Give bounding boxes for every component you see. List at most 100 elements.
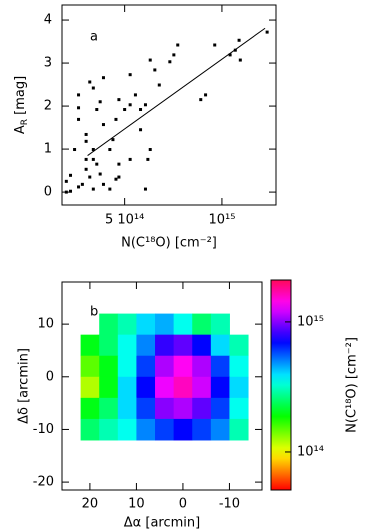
fit-line: [87, 27, 266, 156]
y-tick-label: -20: [33, 475, 54, 490]
heatmap-cell: [173, 355, 193, 378]
data-point: [77, 106, 81, 110]
x-tick-label: 0: [179, 497, 187, 512]
y-tick-label: -10: [33, 422, 54, 437]
data-point: [95, 162, 99, 166]
heatmap-cell: [192, 334, 212, 357]
colorbar: [270, 279, 292, 491]
data-point: [139, 108, 143, 112]
y-tick-label: 2: [44, 99, 52, 114]
panel-label: a: [90, 30, 98, 45]
heatmap-cell: [136, 355, 156, 378]
data-point: [84, 132, 88, 136]
heatmap-cell: [229, 355, 249, 378]
y-tick-label: 0: [44, 185, 52, 200]
heatmap-cell: [155, 334, 175, 357]
x-axis-title: N(C¹⁸O) [cm⁻²]: [121, 236, 217, 251]
heatmap-cell: [173, 376, 193, 399]
data-point: [148, 58, 152, 62]
data-point: [265, 30, 269, 34]
x-axis-title: Δα [arcmin]: [124, 516, 200, 531]
data-point: [199, 98, 203, 102]
heatmap-cell: [136, 313, 156, 336]
heatmap-cell: [210, 334, 230, 357]
data-point: [91, 86, 95, 90]
data-point: [117, 98, 121, 102]
heatmap-cell: [80, 397, 100, 420]
data-point: [101, 76, 105, 80]
data-point: [139, 128, 143, 132]
heatmap-cell: [99, 418, 119, 441]
data-point: [77, 93, 81, 97]
heatmap-cell: [155, 397, 175, 420]
heatmap-cell: [117, 313, 137, 336]
heatmap-cell: [210, 313, 230, 336]
data-point: [128, 103, 132, 107]
data-point: [84, 139, 88, 143]
heatmap-cell: [173, 313, 193, 336]
data-point: [91, 187, 95, 191]
y-axis-title: Δδ [arcmin]: [17, 348, 32, 424]
heatmap-cell: [229, 376, 249, 399]
heatmap-cell: [80, 355, 100, 378]
plot-frame: [61, 281, 263, 491]
data-point: [238, 58, 242, 62]
heatmap-cell: [99, 355, 119, 378]
data-point: [69, 173, 73, 177]
heatmap-cell: [136, 334, 156, 357]
heatmap-cell: [99, 397, 119, 420]
data-point: [84, 157, 88, 161]
heatmap-cell: [210, 376, 230, 399]
data-point: [73, 148, 77, 152]
data-point: [69, 189, 73, 193]
x-tick-label: 20: [82, 497, 99, 512]
data-point: [108, 187, 112, 191]
data-point: [204, 93, 208, 97]
heatmap-cell: [192, 376, 212, 399]
data-point: [237, 38, 241, 42]
data-point: [117, 162, 121, 166]
data-point: [117, 175, 121, 179]
x-tick-label: 10¹⁵: [208, 213, 235, 228]
heatmap-cell: [136, 376, 156, 399]
heatmap-cell: [136, 397, 156, 420]
heatmap-cell: [192, 418, 212, 441]
heatmap-cell: [229, 397, 249, 420]
data-point: [80, 182, 84, 186]
data-point: [172, 53, 176, 57]
heatmap-cell: [99, 334, 119, 357]
data-point: [101, 182, 105, 186]
heatmap-cell: [117, 418, 137, 441]
y-tick-label: 1: [44, 142, 52, 157]
data-point: [77, 185, 81, 189]
heatmap-cell: [173, 418, 193, 441]
data-point: [91, 148, 95, 152]
data-point: [228, 53, 232, 57]
data-point: [98, 100, 102, 104]
plot-frame: [61, 4, 277, 206]
heatmap-cell: [210, 355, 230, 378]
data-point: [168, 60, 172, 64]
heatmap-cell: [192, 313, 212, 336]
heatmap-cell: [229, 334, 249, 357]
data-point: [128, 73, 132, 77]
heatmap-cell: [173, 334, 193, 357]
data-point: [101, 123, 105, 127]
colorbar-tick-label: 10¹⁴: [297, 444, 324, 459]
heatmap-cell: [117, 355, 137, 378]
data-point: [111, 138, 115, 142]
heatmap-cell: [99, 376, 119, 399]
data-point: [88, 175, 92, 179]
data-point: [98, 172, 102, 176]
heatmap-cell: [80, 418, 100, 441]
heatmap-cell: [192, 397, 212, 420]
y-axis-title-part: R: [20, 119, 30, 125]
heatmap-cell: [192, 355, 212, 378]
data-point: [128, 157, 132, 161]
heatmap-cell: [136, 418, 156, 441]
data-point: [95, 108, 99, 112]
x-tick-label: 5 10¹⁴: [105, 213, 144, 228]
heatmap-cell: [210, 397, 230, 420]
heatmap-cell: [155, 313, 175, 336]
